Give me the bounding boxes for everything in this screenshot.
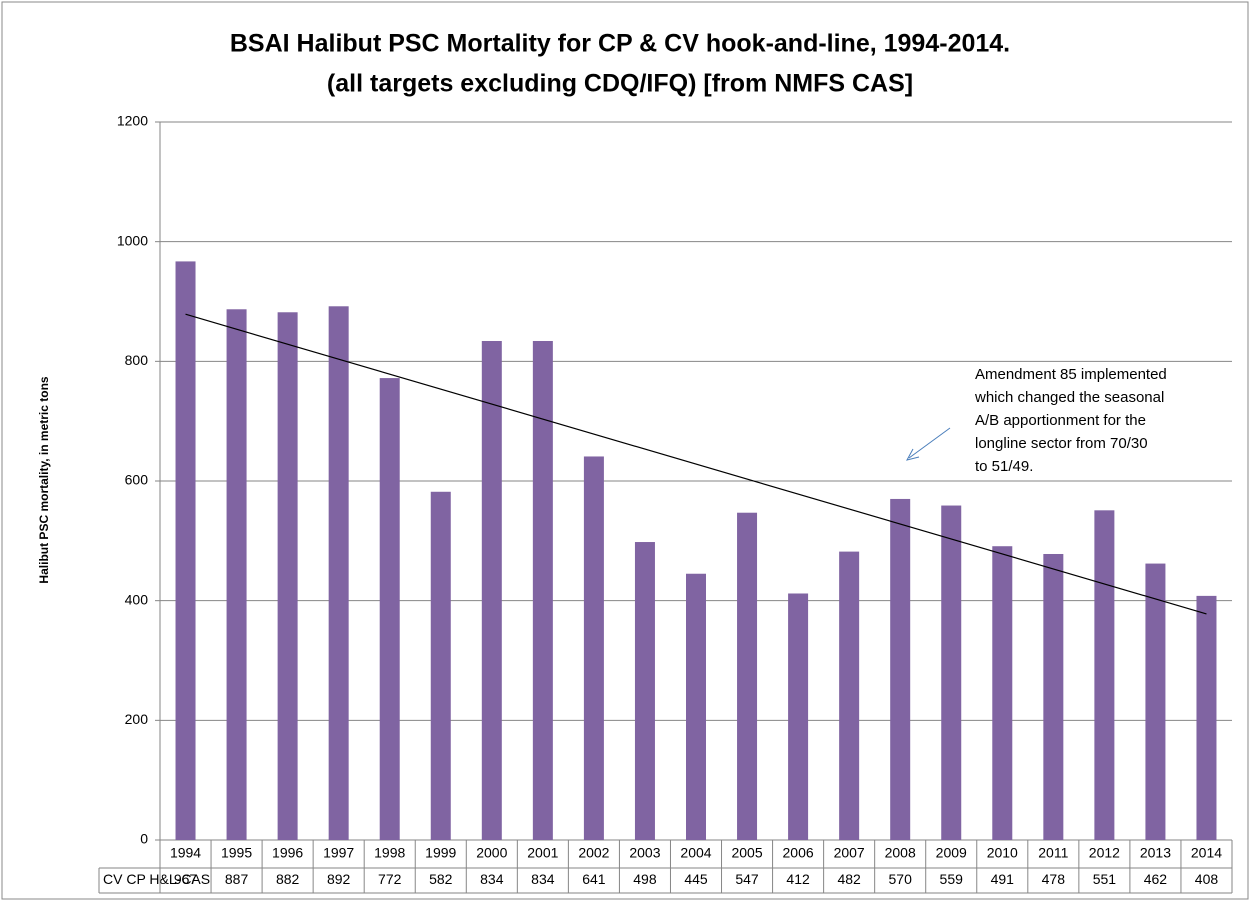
x-tick-label: 2009 [936,845,967,861]
table-value: 408 [1195,871,1219,887]
table-value: 887 [225,871,249,887]
table-value: 582 [429,871,453,887]
x-tick-label: 1995 [221,845,252,861]
bar [1196,595,1217,840]
y-tick-label: 1200 [117,113,148,129]
bar [1043,553,1064,840]
x-tick-label: 2011 [1038,845,1068,861]
x-tick-label: 2013 [1140,845,1171,861]
x-tick-label: 2014 [1191,845,1222,861]
annotation: which changed the seasonal [974,389,1164,406]
x-tick-label: 1994 [170,845,201,861]
y-tick-label: 1000 [117,232,148,248]
table-value: 445 [684,871,708,887]
table-value: 412 [786,871,810,887]
chart-title: (all targets excluding CDQ/IFQ) [from NM… [327,70,913,98]
x-tick-label: 2005 [731,845,762,861]
table-value: 498 [633,871,657,887]
annotation: to 51/49. [975,458,1033,475]
bar [941,505,962,840]
y-axis-label: Halibut PSC mortality, in metric tons [37,376,51,583]
table-value: 547 [735,871,759,887]
bar [175,261,196,841]
annotation: Amendment 85 implemented [975,366,1167,383]
x-tick-label: 2008 [885,845,916,861]
y-tick-label: 200 [125,711,149,727]
bar [583,456,604,840]
bar [634,542,655,840]
table-value: 641 [582,871,606,887]
x-tick-label: 2007 [834,845,865,861]
bar [226,309,247,840]
x-tick-label: 2006 [783,845,814,861]
bar [992,546,1013,840]
x-tick-label: 2004 [680,845,711,861]
bar [839,551,860,840]
x-tick-label: 2012 [1089,845,1120,861]
table-value: 834 [480,871,504,887]
table-value: 482 [837,871,861,887]
bar [1145,563,1166,840]
bar [532,340,553,840]
table-value: 462 [1144,871,1168,887]
table-value: 559 [940,871,964,887]
bar [737,512,758,840]
bar [686,573,706,840]
table-value: 551 [1093,871,1117,887]
y-tick-label: 400 [125,591,149,607]
bar [328,306,349,841]
x-tick-label: 2000 [476,845,507,861]
table-value: 772 [378,871,402,887]
bar [1094,510,1115,840]
annotation: longline sector from 70/30 [975,435,1148,452]
table-value: 491 [991,871,1015,887]
bar [481,340,502,840]
y-tick-label: 600 [125,472,149,488]
annotation-arrow [908,427,951,459]
table-value: 570 [889,871,913,887]
annotation-arrowhead [906,448,920,461]
x-tick-label: 1998 [374,845,405,861]
bar [277,312,298,840]
y-tick-label: 0 [140,831,148,847]
x-tick-label: 2003 [629,845,660,861]
annotation: A/B apportionment for the [975,412,1146,429]
table-value: 967 [174,871,198,887]
x-tick-label: 2001 [527,845,558,861]
bar [430,491,451,840]
chart-title: BSAI Halibut PSC Mortality for CP & CV h… [230,30,1010,58]
bar [379,378,400,840]
trendline [185,313,1207,615]
legend-label: CV CP H&L-CAS [103,871,210,887]
bar [890,498,911,840]
table-value: 882 [276,871,300,887]
bar [788,593,809,840]
x-tick-label: 2002 [578,845,609,861]
table-value: 892 [327,871,351,887]
x-tick-label: 1999 [425,845,456,861]
y-tick-label: 800 [125,352,149,368]
table-value: 834 [531,871,555,887]
x-tick-label: 2010 [987,845,1018,861]
table-value: 478 [1042,871,1066,887]
x-tick-label: 1996 [272,845,303,861]
x-tick-label: 1997 [323,845,354,861]
